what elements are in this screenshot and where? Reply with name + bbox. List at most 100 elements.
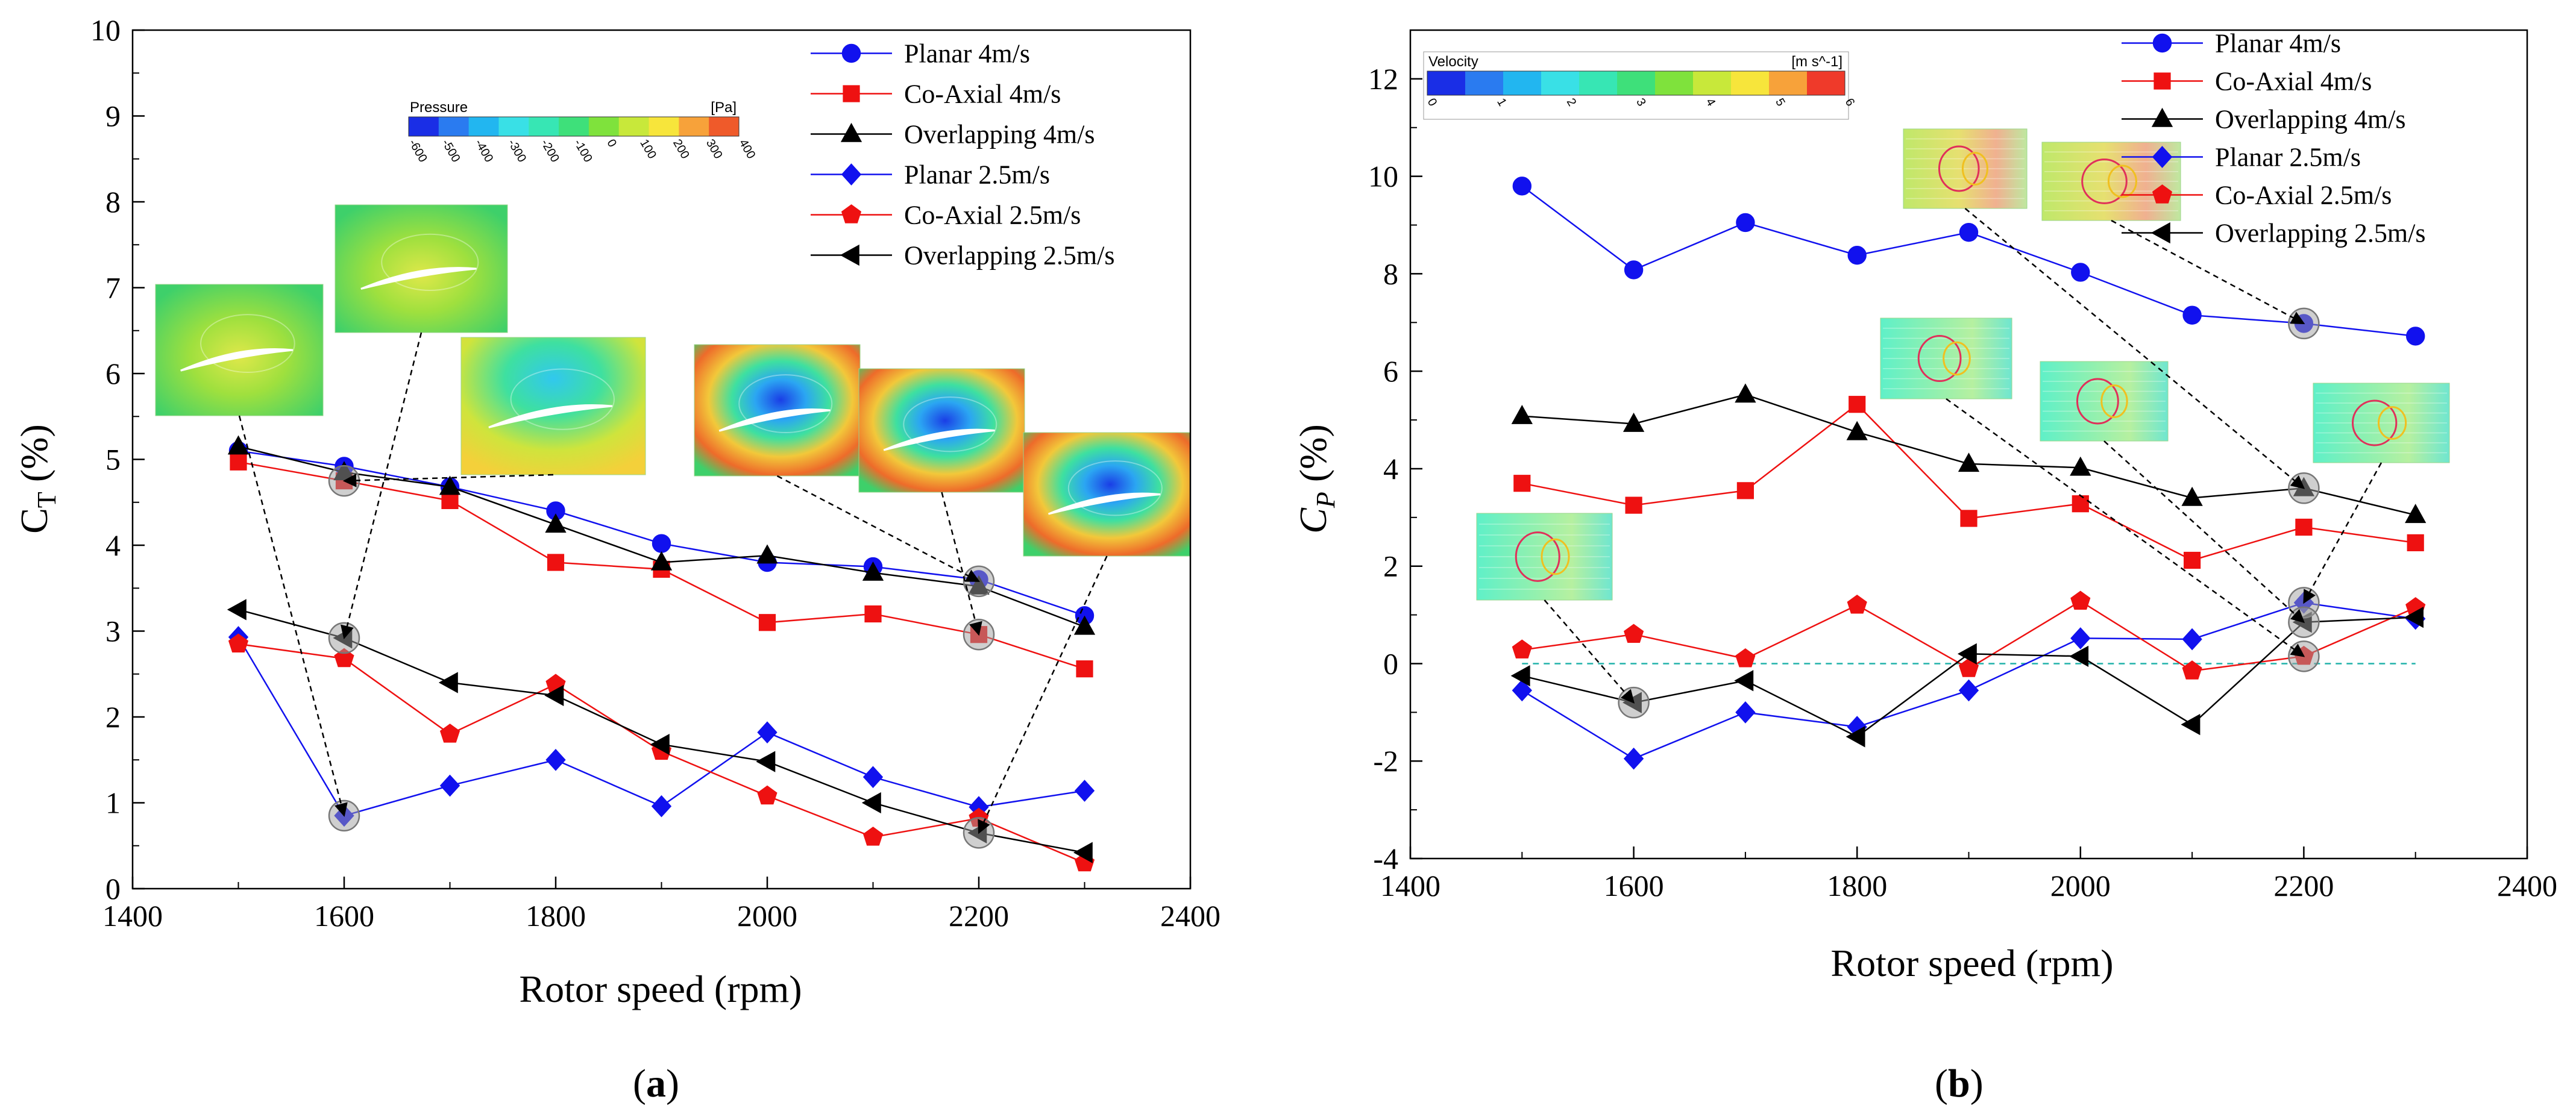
y-tick-label: 9	[105, 99, 121, 133]
annotation-arrow	[1946, 398, 2305, 657]
colorbar-title: Velocity	[1428, 54, 1478, 70]
data-point	[438, 672, 458, 693]
series-line	[237, 636, 1085, 817]
annotation-arrow	[341, 332, 423, 640]
colorbar-swatch	[649, 117, 679, 136]
legend-marker	[840, 122, 862, 142]
y-tick-label: 7	[105, 271, 121, 305]
y-tick-label: 12	[1368, 62, 1398, 96]
series-overlapping-4m-s	[1511, 383, 2427, 524]
legend-entry: Co-Axial 2.5m/s	[811, 201, 1081, 230]
data-point	[1736, 213, 1755, 233]
annotation-arrow	[2103, 440, 2305, 624]
y-tick-label: 4	[105, 528, 121, 562]
pressure-contour-insets	[155, 204, 1191, 557]
y-tick-label: 6	[105, 357, 121, 390]
velocity-contour-insets	[1476, 128, 2450, 601]
data-point	[2406, 327, 2425, 346]
data-point	[1847, 594, 1867, 614]
colorbar-swatch	[1541, 71, 1580, 95]
data-point	[1735, 648, 1756, 668]
data-point	[1960, 510, 1978, 527]
data-point	[651, 795, 672, 818]
pressure-contour-1500	[155, 284, 324, 416]
series-planar-2-5m-s	[228, 626, 1095, 827]
legend-entry: Co-Axial 4m/s	[811, 80, 1061, 109]
velocity-contour-2300	[2313, 383, 2450, 463]
x-tick-label: 1600	[314, 899, 374, 933]
legend-entry: Overlapping 4m/s	[2122, 105, 2406, 134]
data-point	[439, 774, 460, 797]
annotation-arrow	[978, 555, 1108, 834]
data-point	[758, 614, 776, 631]
legend-label: Co-Axial 4m/s	[2215, 67, 2372, 96]
colorbar-swatch	[529, 117, 559, 136]
legend-marker	[841, 163, 862, 186]
data-point	[2181, 713, 2201, 736]
annotation-arrow	[941, 492, 982, 636]
data-point	[1958, 452, 1980, 472]
data-point	[2182, 660, 2202, 680]
legend-label: Overlapping 4m/s	[2215, 105, 2406, 134]
y-tick-label: 0	[1383, 646, 1398, 680]
data-point	[1846, 726, 1865, 748]
data-point	[1073, 842, 1093, 863]
velocity-contour-1900	[1903, 128, 2028, 209]
data-point	[2182, 628, 2202, 651]
x-tick-label: 2400	[2497, 869, 2557, 903]
data-point	[2407, 534, 2424, 551]
colorbar-swatch	[709, 117, 740, 136]
data-point	[1959, 222, 1979, 242]
pressure-contour-1600	[335, 204, 508, 333]
data-point	[544, 684, 564, 707]
data-point	[439, 475, 461, 495]
legend-entry: Planar 2.5m/s	[811, 160, 1050, 190]
data-point	[1847, 245, 1867, 265]
legend-entry: Overlapping 4m/s	[811, 120, 1095, 149]
y-tick-label: 0	[105, 872, 121, 906]
data-point	[2070, 456, 2091, 476]
y-tick-label: 2	[105, 700, 121, 734]
colorbar-swatch	[1579, 71, 1618, 95]
legend-entry: Overlapping 2.5m/s	[811, 241, 1115, 271]
data-point	[1735, 383, 1756, 403]
legend-label: Co-Axial 2.5m/s	[904, 201, 1081, 230]
data-point	[2184, 551, 2201, 569]
series-lines-a	[227, 435, 1096, 872]
data-point	[1512, 679, 1532, 702]
data-point	[1958, 658, 1979, 677]
annotation-arrow	[2303, 462, 2383, 604]
data-point	[1846, 421, 1868, 440]
series-lines-b	[1510, 177, 2427, 770]
colorbar-swatch	[1655, 71, 1694, 95]
annotation-arrow	[342, 474, 554, 487]
data-point	[1849, 396, 1866, 413]
legend-label: Planar 4m/s	[904, 39, 1030, 69]
colorbar-swatch	[1731, 71, 1770, 95]
data-point	[1734, 670, 1754, 692]
legend-entry: Co-Axial 4m/s	[2122, 67, 2372, 96]
axis-ticks-a: 1400 1600 1800 2000 2200 2400 0 1 2 3 4 5 6 7 8 9 10	[90, 13, 1220, 933]
colorbar-swatch	[1427, 71, 1466, 95]
y-tick-label: 6	[1383, 354, 1398, 388]
data-point	[862, 561, 884, 581]
colorbar-swatch	[618, 117, 650, 136]
legend-entry: Planar 4m/s	[2122, 29, 2341, 58]
x-tick-label: 2200	[2273, 869, 2334, 903]
y-tick-label: 1	[105, 786, 121, 820]
annotation-arrow	[1964, 208, 2305, 489]
x-tick-label: 2200	[949, 899, 1009, 933]
velocity-contour-2050	[2040, 361, 2169, 442]
pressure-contour-1700	[460, 337, 646, 475]
y-tick-label: 2	[1383, 549, 1398, 583]
y-tick-label: 4	[1383, 452, 1398, 486]
data-point	[652, 534, 671, 553]
data-point	[862, 827, 884, 846]
series-co-axial-4m-s	[1513, 396, 2424, 569]
pressure-contour-2000	[694, 344, 861, 477]
data-point	[1957, 643, 1977, 665]
y-tick-label: -4	[1373, 842, 1398, 875]
annotation-arrows-a	[238, 332, 1108, 849]
data-point	[441, 492, 459, 509]
data-point	[1511, 404, 1533, 424]
